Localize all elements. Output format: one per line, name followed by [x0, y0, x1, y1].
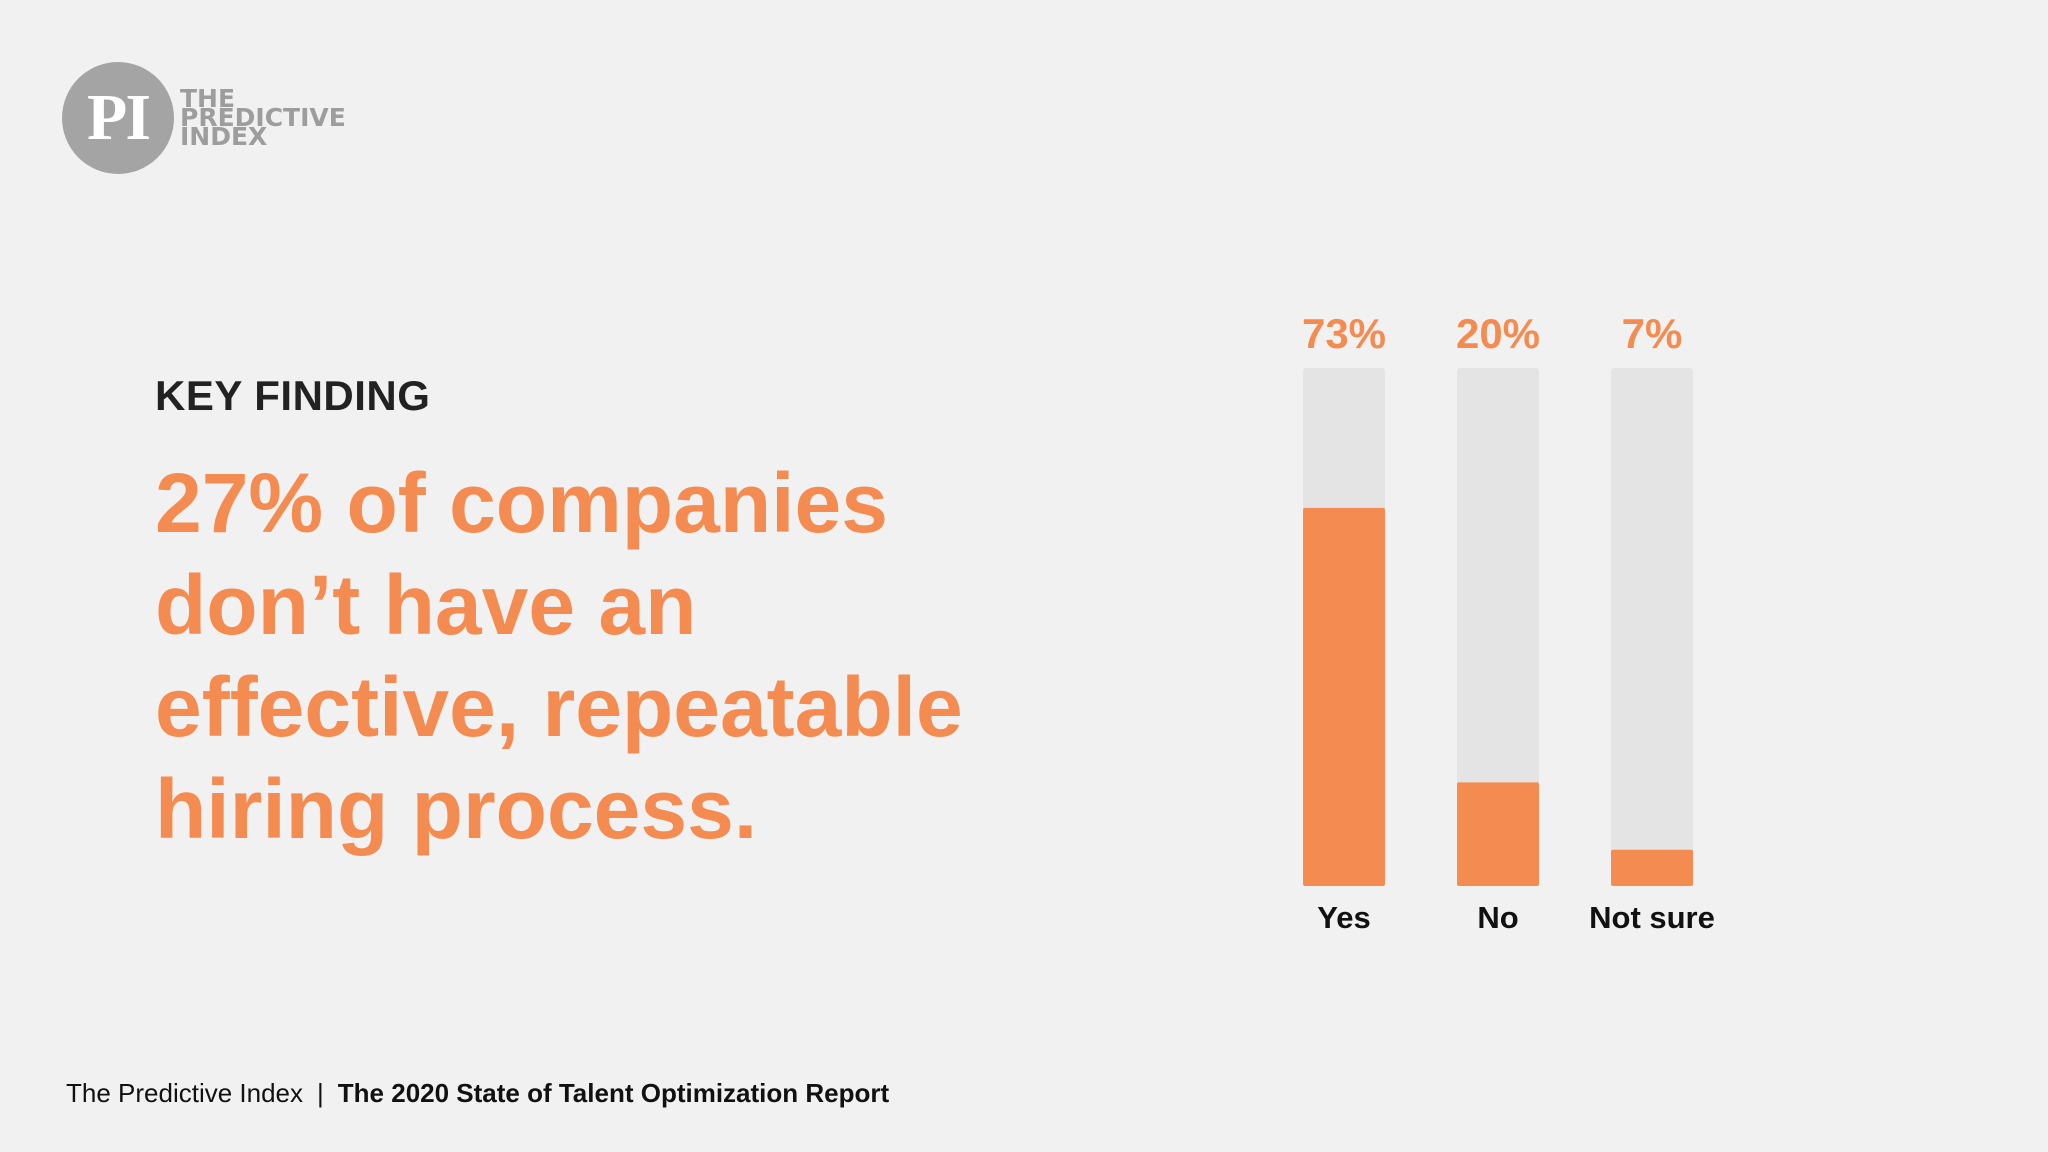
bar [1611, 849, 1693, 886]
bar [1303, 507, 1385, 886]
headline-line: don’t have an [155, 558, 697, 652]
headline: 27% of companies don’t have an effective… [155, 452, 1055, 860]
data-label: 73% [1302, 310, 1386, 357]
bar-track [1611, 368, 1693, 886]
logo-mark-text: PI [87, 81, 151, 154]
headline-line: 27% of companies [155, 456, 888, 550]
footer-separator: | [317, 1078, 324, 1108]
footer-brand: The Predictive Index [66, 1078, 304, 1108]
data-label: 20% [1456, 310, 1540, 357]
logo-wordmark: THE PREDICTIVE INDEX [180, 84, 346, 151]
category-label: Yes [1317, 900, 1370, 935]
headline-line: effective, repeatable [155, 660, 963, 754]
logo-word: THE [180, 84, 236, 113]
category-label: Not sure [1589, 900, 1715, 935]
headline-line: hiring process. [155, 762, 758, 856]
logo-mark: PI [62, 62, 174, 174]
logo-word: PREDICTIVE [180, 103, 346, 132]
category-label: No [1477, 900, 1518, 935]
footer: The Predictive Index | The 2020 State of T… [66, 1078, 889, 1109]
footer-report-title: The 2020 State of Talent Optimization Re… [337, 1078, 890, 1108]
bar-track [1457, 368, 1539, 886]
predictive-index-logo: PI THE PREDICTIVE INDEX [62, 62, 346, 174]
key-finding-label: KEY FINDING [155, 372, 431, 419]
data-label: 7% [1622, 310, 1683, 357]
logo-word: INDEX [180, 122, 268, 151]
bar [1457, 782, 1539, 886]
bar-chart: 73% Yes 20% No 7% Not sure [1302, 310, 1715, 935]
